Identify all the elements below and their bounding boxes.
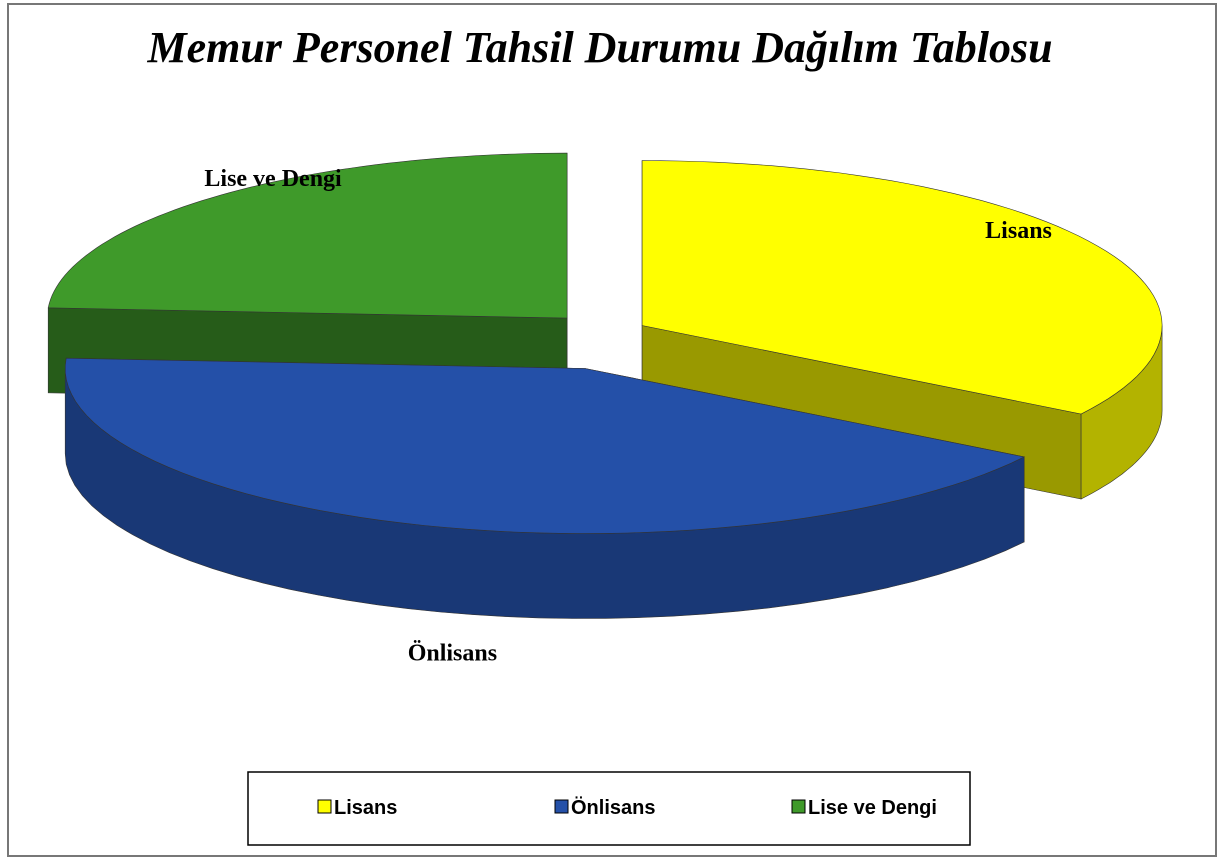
legend-items: Lisans Önlisans Lise ve Dengi: [317, 796, 937, 819]
slice: [64, 357, 1026, 619]
slice-label: Lise ve Dengi: [204, 166, 342, 192]
slice-label: Önlisans: [408, 640, 497, 666]
legend-swatch: [554, 799, 569, 814]
legend: [247, 771, 971, 846]
chart-title: Memur Personel Tahsil Durumu Dağılım Tab…: [146, 23, 1052, 72]
legend-swatch: [791, 799, 806, 814]
slice-label: Lisans: [985, 218, 1052, 244]
slice-top: [47, 152, 568, 319]
legend-label: Lisans: [334, 797, 397, 819]
slice-top: [65, 357, 1026, 534]
legend-swatch: [317, 799, 332, 814]
legend-label: Önlisans: [571, 796, 655, 819]
pie: [47, 152, 1163, 619]
legend-label: Lise ve Dengi: [808, 797, 937, 819]
slice-top: [641, 160, 1163, 415]
